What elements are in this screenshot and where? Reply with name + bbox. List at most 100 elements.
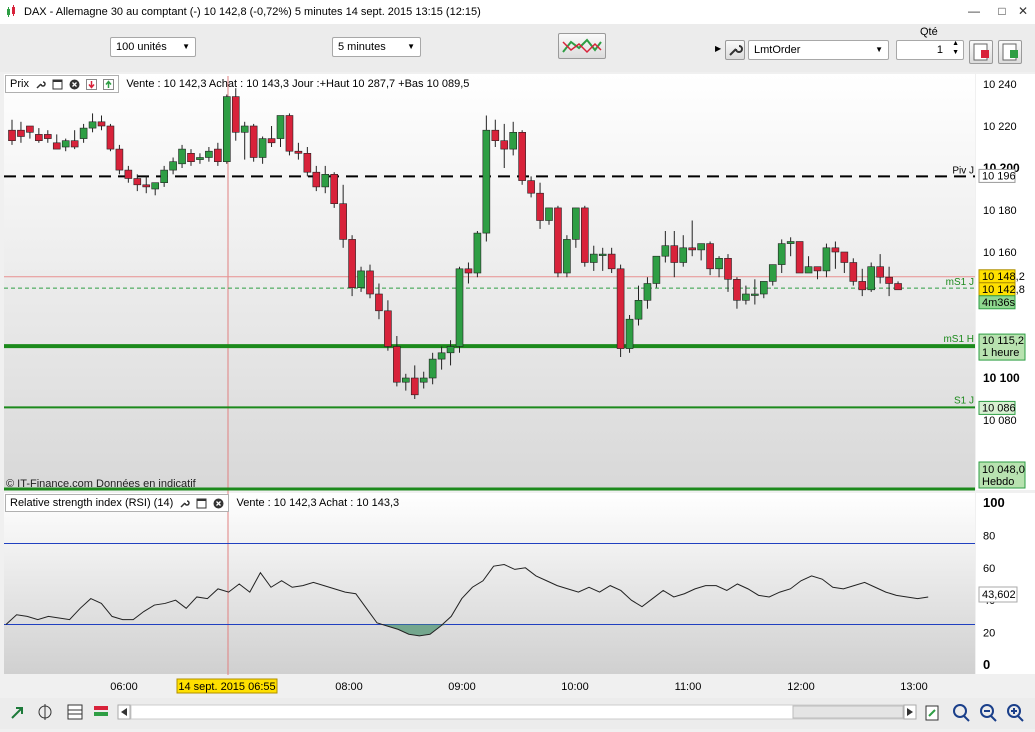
- layers-icon[interactable]: [94, 706, 108, 716]
- trading-signals-button[interactable]: [558, 33, 606, 59]
- candle-body[interactable]: [160, 169, 168, 184]
- candle-body[interactable]: [777, 243, 786, 265]
- candle-body[interactable]: [88, 121, 97, 129]
- candle-body[interactable]: [849, 262, 858, 282]
- candle-body[interactable]: [321, 174, 330, 188]
- candle-body[interactable]: [214, 148, 222, 163]
- candle-body[interactable]: [401, 377, 410, 383]
- units-dropdown[interactable]: 100 unités ▼: [110, 37, 196, 57]
- candle-body[interactable]: [79, 127, 88, 139]
- candle-body[interactable]: [607, 253, 616, 270]
- candle-body[interactable]: [17, 129, 25, 137]
- wrench-icon[interactable]: [179, 498, 191, 509]
- candle-body[interactable]: [393, 346, 401, 383]
- close-icon[interactable]: ✕: [1017, 4, 1029, 18]
- candle-body[interactable]: [43, 134, 52, 139]
- window-icon[interactable]: [52, 79, 63, 90]
- candle-body[interactable]: [384, 310, 392, 347]
- order-type-dropdown[interactable]: LmtOrder ▼: [748, 40, 889, 60]
- candle-body[interactable]: [187, 153, 195, 163]
- sell-button[interactable]: [998, 40, 1022, 64]
- candle-body[interactable]: [661, 245, 670, 257]
- candle-body[interactable]: [276, 115, 285, 139]
- candle-body[interactable]: [580, 207, 589, 263]
- candle-body[interactable]: [258, 138, 267, 158]
- candle-body[interactable]: [742, 293, 750, 301]
- candle-body[interactable]: [240, 125, 249, 133]
- nav-arrow-icon[interactable]: [8, 704, 26, 722]
- candle-body[interactable]: [491, 129, 500, 141]
- scroll-track[interactable]: [130, 704, 905, 720]
- move-down-icon[interactable]: [86, 78, 98, 90]
- candle-body[interactable]: [61, 140, 70, 148]
- candle-body[interactable]: [8, 129, 16, 141]
- candle-body[interactable]: [52, 142, 61, 150]
- candle-body[interactable]: [751, 293, 759, 296]
- candle-body[interactable]: [822, 247, 831, 272]
- rsi-tab[interactable]: Relative strength index (RSI) (14): [5, 494, 230, 512]
- candle-body[interactable]: [616, 268, 625, 349]
- qty-input[interactable]: 1 ▲ ▼: [896, 40, 964, 60]
- maximize-icon[interactable]: □: [998, 4, 1006, 18]
- candle-body[interactable]: [294, 150, 303, 154]
- candle-body[interactable]: [178, 148, 186, 165]
- candle-body[interactable]: [366, 270, 374, 295]
- candle-body[interactable]: [518, 132, 526, 181]
- candle-body[interactable]: [410, 377, 419, 396]
- candle-body[interactable]: [572, 207, 580, 240]
- candle-body[interactable]: [858, 281, 867, 291]
- candle-body[interactable]: [867, 266, 876, 291]
- buy-button[interactable]: [969, 40, 993, 64]
- candle-body[interactable]: [670, 245, 679, 263]
- candle-body[interactable]: [455, 268, 464, 347]
- candle-body[interactable]: [724, 257, 732, 280]
- candle-body[interactable]: [473, 232, 482, 274]
- candle-body[interactable]: [688, 247, 697, 251]
- candle-body[interactable]: [536, 192, 544, 221]
- candle-body[interactable]: [482, 129, 491, 234]
- candle-body[interactable]: [795, 241, 804, 274]
- candle-body[interactable]: [545, 207, 553, 221]
- candle-body[interactable]: [598, 253, 607, 256]
- candle-body[interactable]: [205, 150, 213, 158]
- candle-body[interactable]: [70, 140, 79, 148]
- rsi-pane[interactable]: [4, 493, 975, 674]
- candle-body[interactable]: [169, 161, 177, 171]
- order-settings-button[interactable]: [725, 40, 745, 60]
- candle-body[interactable]: [133, 178, 142, 186]
- candle-body[interactable]: [509, 132, 518, 150]
- candle-body[interactable]: [589, 253, 598, 263]
- candle-body[interactable]: [196, 157, 204, 160]
- candle-body[interactable]: [706, 243, 714, 270]
- candle-body[interactable]: [375, 293, 383, 312]
- candle-body[interactable]: [759, 281, 768, 295]
- candle-body[interactable]: [634, 299, 643, 320]
- candle-body[interactable]: [97, 121, 106, 127]
- candle-body[interactable]: [419, 377, 428, 383]
- scroll-thumb[interactable]: [792, 705, 904, 719]
- candle-body[interactable]: [527, 180, 535, 194]
- candle-body[interactable]: [267, 138, 276, 144]
- candle-body[interactable]: [106, 125, 115, 150]
- wrench-icon[interactable]: [35, 79, 46, 90]
- candle-body[interactable]: [437, 352, 446, 360]
- zoom-fit-icon[interactable]: [953, 704, 970, 722]
- window-icon[interactable]: [196, 498, 207, 509]
- candle-body[interactable]: [679, 247, 688, 263]
- candle-body[interactable]: [357, 270, 365, 288]
- candle-body[interactable]: [26, 125, 34, 133]
- move-up-icon[interactable]: [103, 78, 115, 90]
- candle-body[interactable]: [231, 96, 240, 133]
- price-tab[interactable]: Prix: [5, 75, 120, 93]
- zoom-in-icon[interactable]: [1007, 704, 1024, 722]
- minimize-icon[interactable]: —: [968, 4, 980, 18]
- candle-body[interactable]: [348, 239, 356, 288]
- candle-body[interactable]: [652, 255, 661, 284]
- candle-body[interactable]: [876, 266, 884, 278]
- candle-body[interactable]: [428, 358, 437, 379]
- scroll-right-icon[interactable]: [903, 704, 917, 720]
- candle-body[interactable]: [249, 125, 258, 158]
- candle-body[interactable]: [840, 251, 849, 263]
- spinner-icon[interactable]: ▲ ▼: [952, 40, 959, 56]
- candle-body[interactable]: [464, 268, 473, 274]
